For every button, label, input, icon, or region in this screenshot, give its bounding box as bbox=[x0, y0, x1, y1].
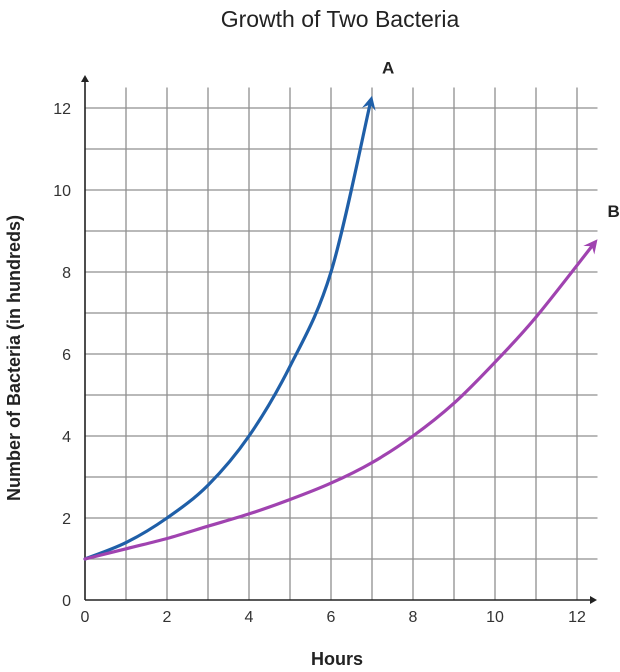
y-tick-label: 12 bbox=[53, 101, 71, 118]
y-tick-label: 6 bbox=[62, 347, 71, 364]
y-tick-label: 0 bbox=[62, 593, 71, 610]
series-line bbox=[83, 243, 595, 561]
series-b: B bbox=[83, 202, 620, 561]
y-axis-label: Number of Bacteria (in hundreds) bbox=[4, 215, 24, 501]
x-axis-arrow-icon bbox=[590, 596, 597, 604]
x-tick-label: 2 bbox=[163, 609, 172, 626]
x-tick-label: 4 bbox=[245, 609, 254, 626]
y-tick-label: 10 bbox=[53, 183, 71, 200]
x-tick-label: 8 bbox=[409, 609, 418, 626]
x-tick-label: 12 bbox=[568, 609, 586, 626]
x-tick-label: 10 bbox=[486, 609, 504, 626]
series-a: A bbox=[83, 59, 394, 561]
series-arrow-icon bbox=[362, 95, 376, 111]
x-axis-label: Hours bbox=[311, 649, 363, 669]
y-tick-label: 8 bbox=[62, 265, 71, 282]
chart-title: Growth of Two Bacteria bbox=[221, 6, 460, 32]
y-tick-label: 4 bbox=[62, 429, 71, 446]
series-label: B bbox=[608, 202, 620, 221]
tick-labels: 0 2 4 6 8 10 12 0 2 4 6 8 10 12 bbox=[53, 101, 586, 626]
y-axis-arrow-icon bbox=[81, 75, 89, 82]
grid bbox=[85, 87, 598, 600]
series: AB bbox=[83, 59, 620, 561]
series-line bbox=[83, 101, 372, 561]
series-label: A bbox=[382, 59, 394, 78]
axes bbox=[81, 75, 597, 604]
x-tick-label: 0 bbox=[81, 609, 90, 626]
series-arrow-icon bbox=[583, 239, 598, 255]
x-tick-label: 6 bbox=[327, 609, 336, 626]
y-tick-label: 2 bbox=[62, 511, 71, 528]
